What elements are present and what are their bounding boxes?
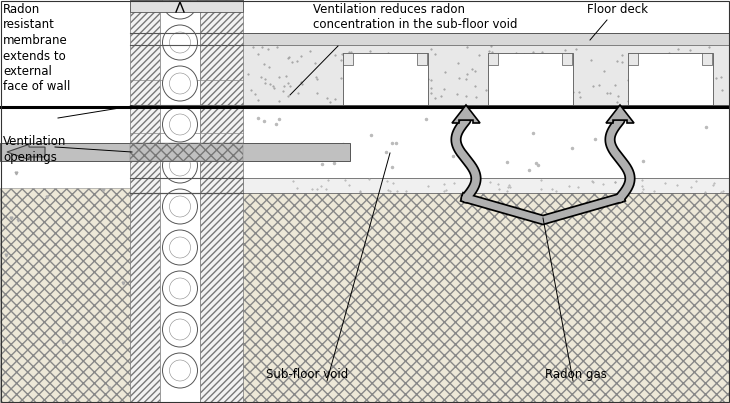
Bar <box>243 178 730 193</box>
Circle shape <box>169 114 191 135</box>
Bar <box>488 53 498 65</box>
Circle shape <box>163 230 198 265</box>
Bar <box>417 53 427 65</box>
Bar <box>343 53 428 105</box>
Text: Floor deck: Floor deck <box>587 3 648 16</box>
Circle shape <box>163 271 198 306</box>
Circle shape <box>169 32 191 53</box>
Circle shape <box>169 196 191 217</box>
Bar <box>160 0 200 403</box>
Bar <box>702 53 712 65</box>
Text: Sub-floor void: Sub-floor void <box>266 368 348 381</box>
Bar <box>243 45 730 105</box>
Bar <box>488 53 573 105</box>
Bar <box>628 53 713 105</box>
Circle shape <box>163 148 198 183</box>
Text: Ventilation
openings: Ventilation openings <box>3 135 66 164</box>
Text: Radon
resistant
membrane
extends to
external
face of wall: Radon resistant membrane extends to exte… <box>3 3 70 93</box>
Circle shape <box>169 237 191 258</box>
Bar <box>130 0 160 403</box>
Circle shape <box>163 66 198 101</box>
Circle shape <box>163 107 198 142</box>
Circle shape <box>169 155 191 176</box>
Circle shape <box>163 25 198 60</box>
Circle shape <box>163 353 198 388</box>
Circle shape <box>163 189 198 224</box>
Bar <box>130 0 243 12</box>
Bar <box>628 53 638 65</box>
Circle shape <box>163 0 198 19</box>
Circle shape <box>169 0 191 12</box>
Text: Radon gas: Radon gas <box>545 368 607 381</box>
Text: Ventilation reduces radon
concentration in the sub-floor void: Ventilation reduces radon concentration … <box>313 3 518 31</box>
Bar <box>562 53 572 65</box>
Circle shape <box>163 312 198 347</box>
Bar <box>0 143 350 161</box>
Bar <box>243 108 730 178</box>
Circle shape <box>169 360 191 381</box>
Bar <box>343 53 353 65</box>
FancyArrow shape <box>7 144 45 160</box>
Bar <box>130 143 243 161</box>
FancyArrow shape <box>452 105 480 123</box>
Bar <box>240 188 730 403</box>
Circle shape <box>169 278 191 299</box>
Bar <box>0 188 133 403</box>
Circle shape <box>169 73 191 94</box>
FancyArrow shape <box>606 105 634 123</box>
Circle shape <box>169 319 191 340</box>
Bar <box>243 33 730 45</box>
Bar <box>200 0 243 403</box>
